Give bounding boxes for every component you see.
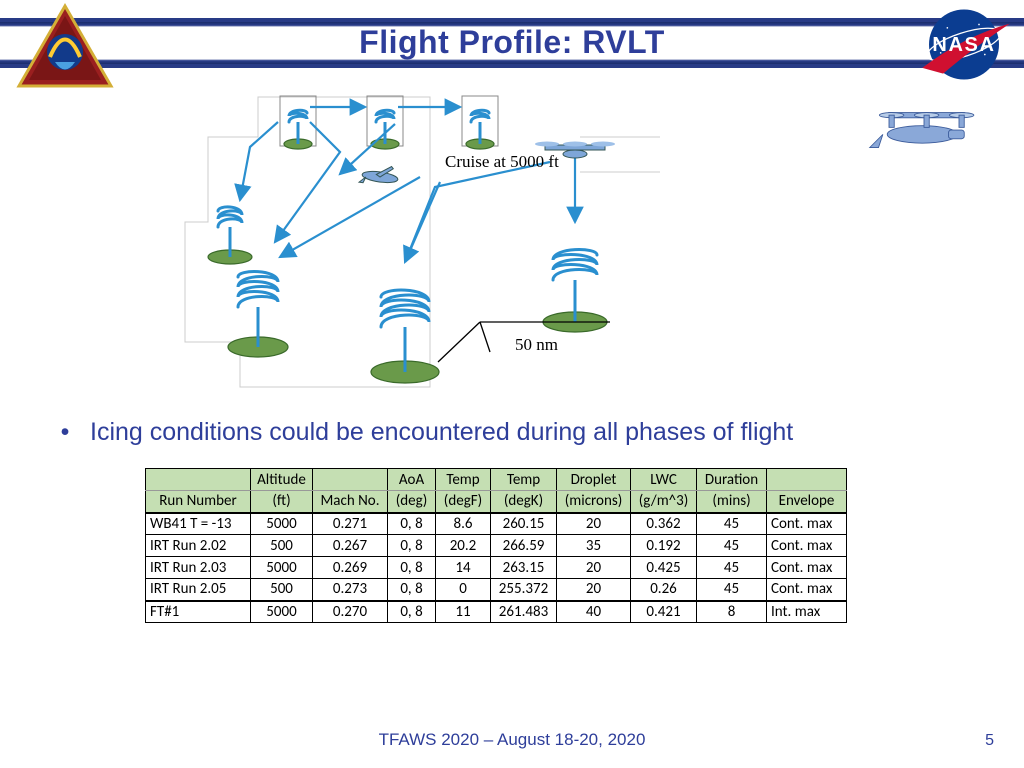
- table-row: IRT Run 2.0350000.2690, 814263.15200.425…: [146, 557, 847, 579]
- col-header-bot: Mach No.: [313, 491, 388, 513]
- col-header-bot: (degF): [436, 491, 491, 513]
- table-cell: 0.192: [631, 535, 697, 557]
- table-row: IRT Run 2.055000.2730, 80255.372200.2645…: [146, 579, 847, 601]
- table-row: IRT Run 2.025000.2670, 820.2266.59350.19…: [146, 535, 847, 557]
- col-header-bot: (microns): [557, 491, 631, 513]
- table-cell: 0.270: [313, 601, 388, 623]
- col-header-top: [767, 469, 847, 491]
- table-cell: 0.362: [631, 513, 697, 535]
- table-cell: 8.6: [436, 513, 491, 535]
- col-header-top: LWC: [631, 469, 697, 491]
- slide-title: Flight Profile: RVLT: [0, 24, 1024, 61]
- svg-text:NASA: NASA: [932, 34, 995, 56]
- table-cell: 0.421: [631, 601, 697, 623]
- table-cell: 8: [697, 601, 767, 623]
- col-header-bot: Envelope: [767, 491, 847, 513]
- table-cell: 0.26: [631, 579, 697, 601]
- table-cell: 261.483: [491, 601, 557, 623]
- table-row: WB41 T = -1350000.2710, 88.6260.15200.36…: [146, 513, 847, 535]
- table-cell: 0.273: [313, 579, 388, 601]
- table-cell: WB41 T = -13: [146, 513, 251, 535]
- col-header-bot: Run Number: [146, 491, 251, 513]
- bullet-text: Icing conditions could be encountered du…: [90, 418, 793, 446]
- col-header-bot: (degK): [491, 491, 557, 513]
- table-cell: IRT Run 2.03: [146, 557, 251, 579]
- table-cell: 20: [557, 557, 631, 579]
- cruise-label: Cruise at 5000 ft: [445, 152, 559, 171]
- col-header-bot: (g/m^3): [631, 491, 697, 513]
- table-cell: 266.59: [491, 535, 557, 557]
- table-cell: 0.269: [313, 557, 388, 579]
- table-cell: 5000: [251, 513, 313, 535]
- bullet-point: •Icing conditions could be encountered d…: [40, 418, 984, 447]
- col-header-top: Altitude: [251, 469, 313, 491]
- col-header-top: AoA: [388, 469, 436, 491]
- table-cell: IRT Run 2.02: [146, 535, 251, 557]
- table-cell: 0.425: [631, 557, 697, 579]
- table-cell: Cont. max: [767, 513, 847, 535]
- col-header-bot: (mins): [697, 491, 767, 513]
- table-cell: Cont. max: [767, 579, 847, 601]
- icing-conditions-table: AltitudeAoATempTempDropletLWCDuration Ru…: [145, 468, 847, 623]
- table-cell: 20: [557, 513, 631, 535]
- table-cell: 0.267: [313, 535, 388, 557]
- distance-label: 50 nm: [515, 335, 558, 354]
- table-cell: 263.15: [491, 557, 557, 579]
- table-cell: 0, 8: [388, 601, 436, 623]
- table-row: FT#150000.2700, 811261.483400.4218Int. m…: [146, 601, 847, 623]
- table-cell: 14: [436, 557, 491, 579]
- table-cell: 20.2: [436, 535, 491, 557]
- table-cell: 500: [251, 535, 313, 557]
- table-cell: 45: [697, 513, 767, 535]
- table-cell: 20: [557, 579, 631, 601]
- slide-header: Flight Profile: RVLT ANALYSIS WORKSHOP N…: [0, 0, 1024, 92]
- col-header-bot: (deg): [388, 491, 436, 513]
- table-cell: 11: [436, 601, 491, 623]
- table-cell: IRT Run 2.05: [146, 579, 251, 601]
- table-cell: 260.15: [491, 513, 557, 535]
- flight-profile-diagram: Cruise at 5000 ft 50 nm: [180, 92, 660, 402]
- table-cell: 255.372: [491, 579, 557, 601]
- table-cell: 500: [251, 579, 313, 601]
- table-cell: 45: [697, 579, 767, 601]
- col-header-bot: (ft): [251, 491, 313, 513]
- col-header-top: Droplet: [557, 469, 631, 491]
- table-cell: 35: [557, 535, 631, 557]
- table-cell: 45: [697, 557, 767, 579]
- table-cell: 5000: [251, 557, 313, 579]
- col-header-top: Temp: [491, 469, 557, 491]
- table-cell: 0, 8: [388, 535, 436, 557]
- table-cell: 0: [436, 579, 491, 601]
- table-cell: Cont. max: [767, 557, 847, 579]
- table-header: AltitudeAoATempTempDropletLWCDuration Ru…: [146, 469, 847, 513]
- col-header-top: [313, 469, 388, 491]
- svg-text:ANALYSIS WORKSHOP: ANALYSIS WORKSHOP: [26, 90, 104, 97]
- col-header-top: [146, 469, 251, 491]
- col-header-top: Temp: [436, 469, 491, 491]
- table-cell: FT#1: [146, 601, 251, 623]
- footer-text: TFAWS 2020 – August 18-20, 2020: [0, 730, 1024, 750]
- table-body: WB41 T = -1350000.2710, 88.6260.15200.36…: [146, 513, 847, 623]
- page-number: 5: [985, 732, 994, 750]
- table-cell: 0, 8: [388, 513, 436, 535]
- table-cell: 5000: [251, 601, 313, 623]
- tiltrotor-aircraft-icon: [856, 95, 1006, 165]
- table-cell: Cont. max: [767, 535, 847, 557]
- nasa-logo-icon: NASA: [914, 2, 1014, 87]
- table-cell: 0, 8: [388, 579, 436, 601]
- col-header-top: Duration: [697, 469, 767, 491]
- table-cell: 0.271: [313, 513, 388, 535]
- table-cell: 40: [557, 601, 631, 623]
- table-cell: Int. max: [767, 601, 847, 623]
- table-cell: 45: [697, 535, 767, 557]
- table-cell: 0, 8: [388, 557, 436, 579]
- tfaws-logo-icon: ANALYSIS WORKSHOP: [15, 2, 115, 102]
